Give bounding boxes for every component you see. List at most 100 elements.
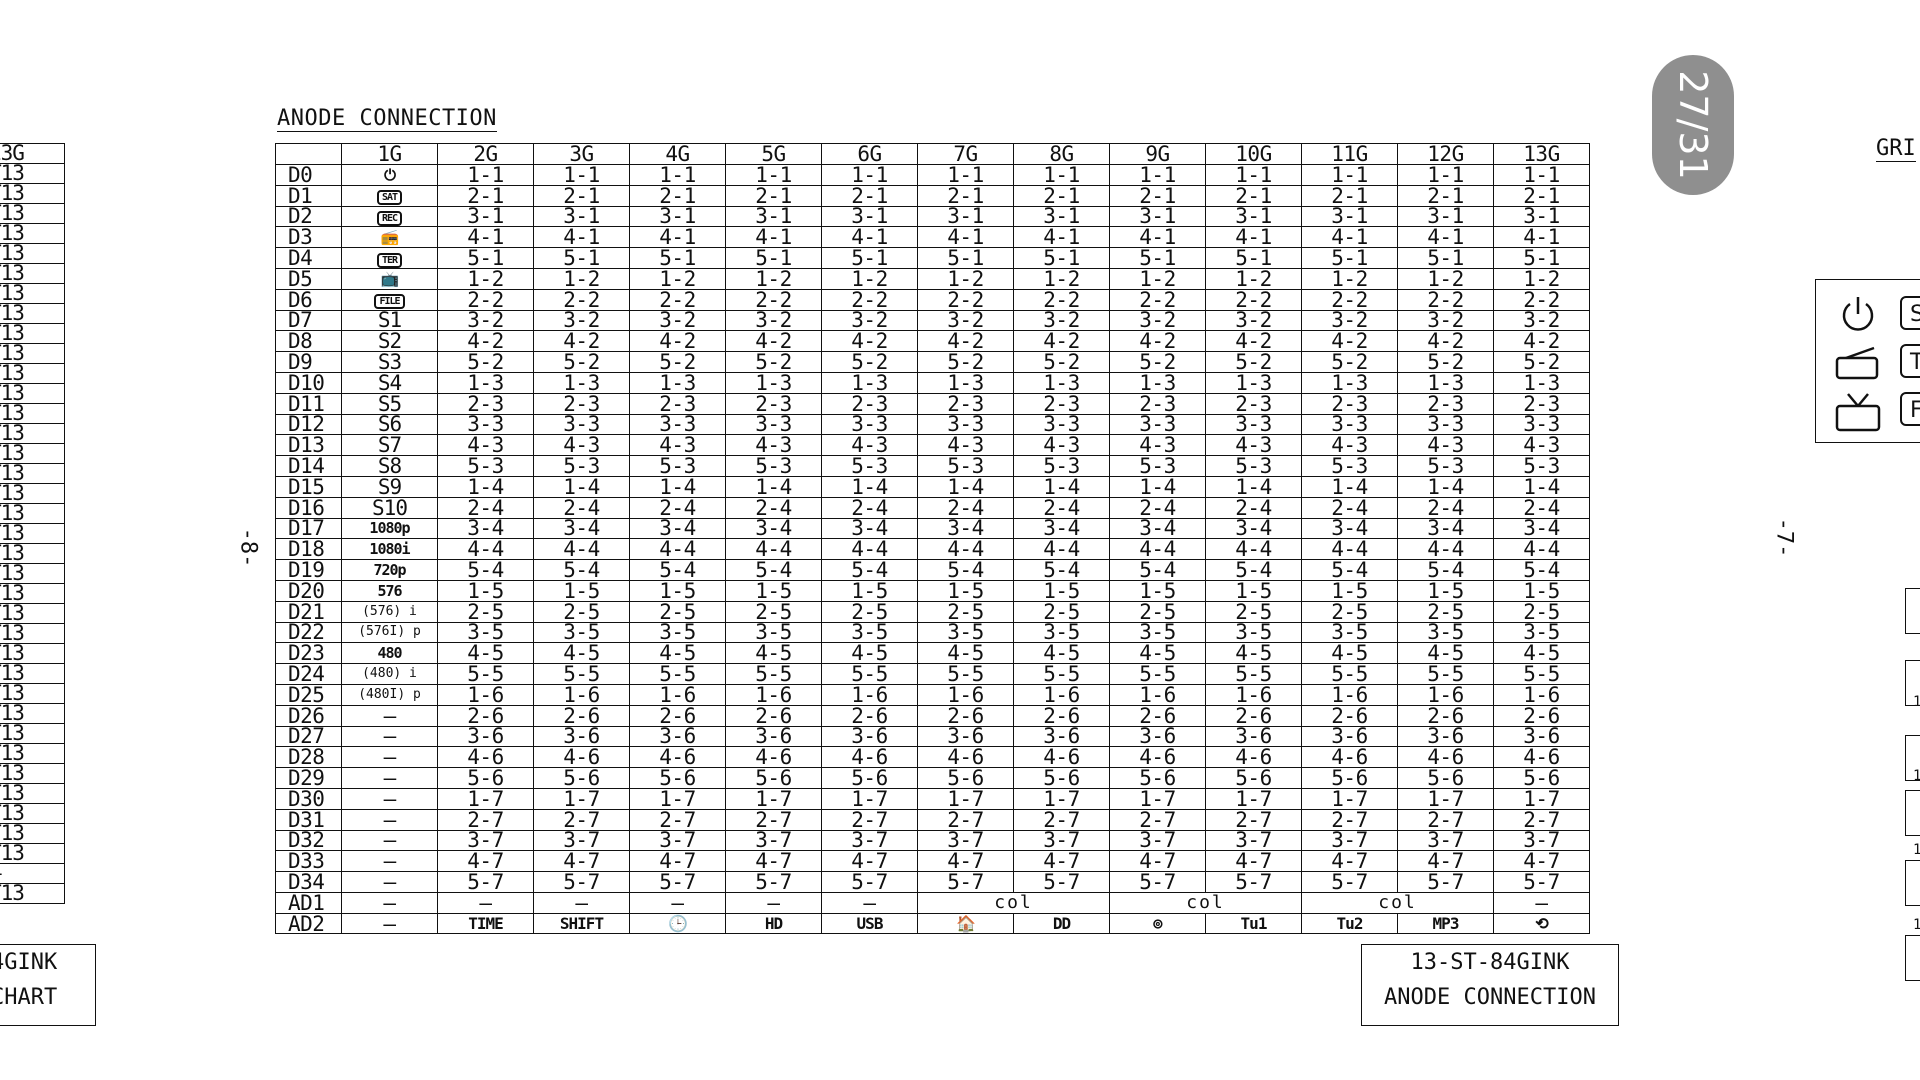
code-cell: 4-5 bbox=[1205, 642, 1302, 665]
left-col-cell: T13 bbox=[0, 343, 65, 364]
code-cell: 1-4 bbox=[821, 475, 918, 498]
code-cell: 4-5 bbox=[917, 642, 1014, 665]
code-cell: 2-6 bbox=[1301, 704, 1398, 727]
code-cell: 1-2 bbox=[725, 267, 822, 290]
code-cell: 4-2 bbox=[629, 330, 726, 353]
ad1-cell: – bbox=[533, 891, 630, 914]
code-cell: 4-1 bbox=[917, 226, 1014, 249]
code-cell: 3-1 bbox=[821, 205, 918, 228]
code-cell: 3-1 bbox=[725, 205, 822, 228]
code-cell: 1-7 bbox=[1397, 787, 1494, 810]
code-cell: 1-3 bbox=[1397, 371, 1494, 394]
edge-box-3 bbox=[1905, 735, 1920, 781]
code-cell: 4-3 bbox=[533, 434, 630, 457]
left-col-cell: T13 bbox=[0, 363, 65, 384]
code-cell: 2-1 bbox=[917, 184, 1014, 207]
code-cell: 2-3 bbox=[1109, 392, 1206, 415]
code-cell: 2-5 bbox=[725, 600, 822, 623]
edge-label: 1 bbox=[1913, 694, 1920, 710]
code-cell: 5-3 bbox=[917, 455, 1014, 477]
row-label: D8 bbox=[275, 330, 342, 353]
code-cell: 3-6 bbox=[821, 725, 918, 748]
code-cell: 2-5 bbox=[1013, 600, 1110, 623]
code-cell: 3-1 bbox=[437, 205, 534, 228]
code-cell: 2-3 bbox=[1397, 392, 1494, 415]
left-col-cell: T13 bbox=[0, 503, 65, 524]
code-cell: 5-4 bbox=[437, 559, 534, 581]
code-cell: 2-7 bbox=[437, 808, 534, 831]
column-header-11g: 11G bbox=[1301, 143, 1398, 165]
code-cell: 4-3 bbox=[1205, 434, 1302, 457]
row-label: D2 bbox=[275, 205, 342, 228]
code-cell: 4-7 bbox=[1109, 850, 1206, 873]
code-cell: 5-5 bbox=[917, 663, 1014, 685]
code-cell: 5-2 bbox=[437, 351, 534, 373]
code-cell: 5-4 bbox=[629, 559, 726, 581]
page-badge: 27/31 bbox=[1652, 55, 1734, 195]
code-cell: 1-1 bbox=[821, 164, 918, 186]
code-cell: 4-4 bbox=[1109, 538, 1206, 561]
column-header-9g: 9G bbox=[1109, 143, 1206, 165]
ad1-col-label: col bbox=[917, 891, 1110, 914]
code-cell: 4-5 bbox=[1397, 642, 1494, 665]
code-cell: 5-4 bbox=[725, 559, 822, 581]
left-col-row: T13 bbox=[0, 763, 65, 784]
code-cell: 3-1 bbox=[1397, 205, 1494, 228]
segment-cell: – bbox=[341, 850, 438, 873]
segment-cell: 1080p bbox=[341, 517, 438, 540]
left-col-cell: T13 bbox=[0, 623, 65, 644]
code-cell: 4-1 bbox=[437, 226, 534, 249]
code-cell: 1-7 bbox=[629, 787, 726, 810]
code-cell: 2-4 bbox=[917, 496, 1014, 519]
code-cell: 3-6 bbox=[725, 725, 822, 748]
code-cell: 5-5 bbox=[1493, 663, 1590, 685]
code-cell: 1-7 bbox=[1493, 787, 1590, 810]
left-col-row: T13 bbox=[0, 643, 65, 664]
code-cell: 3-3 bbox=[1493, 413, 1590, 436]
row-label: D18 bbox=[275, 538, 342, 561]
right-caption-line2: ANODE CONNECTION bbox=[1384, 985, 1596, 1010]
code-cell: 3-5 bbox=[1301, 621, 1398, 644]
edge-box-5 bbox=[1905, 860, 1920, 906]
table-row: D26–2-6 2-6 2-6 2-6 2-6 2-6 2-6 2-6 2-6 2-6 2-6 2-6 bbox=[275, 704, 1590, 727]
ad2-cell: ⊚ bbox=[1109, 912, 1206, 935]
row-label: D34 bbox=[275, 871, 342, 893]
column-header-4g: 4G bbox=[629, 143, 726, 165]
code-cell: 4-4 bbox=[1013, 538, 1110, 561]
code-cell: 5-2 bbox=[821, 351, 918, 373]
code-cell: 4-3 bbox=[629, 434, 726, 457]
code-cell: 2-6 bbox=[725, 704, 822, 727]
segment-box-label: FILE bbox=[374, 294, 405, 310]
code-cell: 5-6 bbox=[917, 767, 1014, 789]
segment-cell: S1 bbox=[341, 309, 438, 332]
code-cell: 1-1 bbox=[1013, 164, 1110, 186]
code-cell: 5-1 bbox=[437, 247, 534, 269]
code-cell: 4-3 bbox=[725, 434, 822, 457]
row-label: D27 bbox=[275, 725, 342, 748]
code-cell: 5-5 bbox=[725, 663, 822, 685]
code-cell: 5-6 bbox=[437, 767, 534, 789]
code-cell: 2-4 bbox=[437, 496, 534, 519]
code-cell: 4-6 bbox=[1493, 746, 1590, 769]
segment-cell: – bbox=[341, 787, 438, 810]
row-label: D7 bbox=[275, 309, 342, 332]
left-col-row: T13 bbox=[0, 803, 65, 824]
code-cell: 2-2 bbox=[725, 288, 822, 311]
code-cell: 2-7 bbox=[1109, 808, 1206, 831]
code-cell: 5-4 bbox=[917, 559, 1014, 581]
left-col-cell: T13 bbox=[0, 443, 65, 464]
code-cell: 4-3 bbox=[821, 434, 918, 457]
segment-cell: S6 bbox=[341, 413, 438, 436]
code-cell: 4-7 bbox=[1493, 850, 1590, 873]
code-cell: 5-3 bbox=[533, 455, 630, 477]
code-cell: 5-3 bbox=[1205, 455, 1302, 477]
code-cell: 2-4 bbox=[629, 496, 726, 519]
code-cell: 4-1 bbox=[1493, 226, 1590, 249]
row-label: D25 bbox=[275, 683, 342, 706]
code-cell: 3-6 bbox=[1013, 725, 1110, 748]
row-label: D30 bbox=[275, 787, 342, 810]
code-cell: 4-7 bbox=[917, 850, 1014, 873]
code-cell: 5-4 bbox=[1493, 559, 1590, 581]
code-cell: 1-5 bbox=[821, 579, 918, 602]
code-cell: 4-7 bbox=[725, 850, 822, 873]
